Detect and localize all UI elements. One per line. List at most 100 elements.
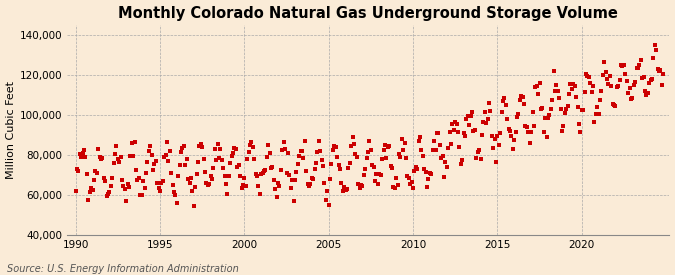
Point: [441, 165, 452, 169]
Point: [574, 122, 585, 127]
Point: [647, 76, 657, 81]
Point: [448, 127, 459, 132]
Point: [167, 183, 178, 188]
Point: [302, 182, 313, 187]
Point: [286, 186, 296, 190]
Point: [240, 184, 251, 188]
Point: [354, 186, 365, 190]
Point: [470, 127, 481, 132]
Point: [347, 135, 358, 140]
Point: [392, 183, 403, 188]
Point: [121, 199, 132, 204]
Point: [250, 172, 261, 177]
Point: [319, 181, 330, 185]
Point: [86, 186, 97, 191]
Point: [142, 160, 153, 164]
Point: [443, 146, 454, 150]
Point: [163, 159, 174, 163]
Point: [87, 188, 98, 192]
Point: [638, 75, 649, 79]
Point: [564, 92, 574, 96]
Point: [431, 131, 442, 135]
Point: [156, 181, 167, 185]
Point: [365, 148, 376, 152]
Point: [655, 68, 666, 73]
Point: [151, 159, 161, 164]
Point: [433, 131, 443, 136]
Point: [277, 148, 288, 152]
Point: [483, 101, 494, 105]
Point: [400, 156, 411, 161]
Point: [570, 95, 581, 99]
Point: [281, 170, 292, 175]
Point: [637, 76, 647, 80]
Point: [627, 96, 638, 100]
Point: [246, 140, 256, 144]
Point: [541, 134, 552, 139]
Point: [614, 78, 625, 82]
Point: [155, 189, 165, 193]
Point: [600, 70, 611, 75]
Point: [252, 173, 263, 178]
Point: [273, 181, 284, 186]
Point: [335, 166, 346, 171]
Point: [514, 98, 525, 103]
Point: [575, 130, 586, 134]
Point: [481, 121, 491, 125]
Point: [631, 66, 642, 70]
Point: [117, 177, 128, 182]
Point: [339, 185, 350, 189]
Point: [502, 117, 512, 121]
Point: [318, 164, 329, 169]
Point: [610, 103, 621, 108]
Point: [453, 130, 464, 134]
Point: [79, 148, 90, 153]
Point: [604, 74, 615, 78]
Point: [229, 146, 240, 150]
Point: [417, 154, 428, 158]
Point: [357, 184, 368, 189]
Point: [534, 81, 545, 86]
Point: [475, 157, 486, 161]
Point: [325, 177, 335, 181]
Point: [370, 178, 381, 183]
Point: [371, 171, 382, 176]
Point: [309, 167, 320, 171]
Point: [191, 172, 202, 177]
Point: [426, 172, 437, 176]
Point: [508, 147, 518, 152]
Point: [91, 170, 102, 175]
Point: [513, 112, 524, 116]
Point: [82, 172, 92, 176]
Point: [197, 145, 208, 149]
Point: [623, 91, 634, 95]
Point: [348, 142, 359, 146]
Point: [589, 120, 600, 125]
Point: [329, 144, 340, 148]
Point: [378, 148, 389, 153]
Point: [350, 151, 361, 156]
Point: [260, 167, 271, 172]
Point: [100, 179, 111, 183]
Point: [488, 146, 499, 150]
Point: [109, 152, 120, 156]
Point: [99, 176, 109, 180]
Point: [658, 72, 669, 76]
Point: [143, 149, 154, 154]
Point: [518, 102, 529, 107]
Point: [202, 182, 213, 187]
Point: [462, 114, 473, 119]
Point: [124, 185, 134, 189]
Point: [118, 184, 129, 188]
Point: [256, 172, 267, 176]
Point: [230, 147, 241, 152]
Point: [298, 156, 308, 160]
Point: [70, 189, 81, 194]
Point: [544, 113, 555, 117]
Point: [597, 73, 608, 78]
Point: [606, 84, 617, 88]
Point: [187, 188, 198, 193]
Point: [618, 63, 629, 67]
Point: [464, 123, 475, 128]
Point: [190, 185, 200, 189]
